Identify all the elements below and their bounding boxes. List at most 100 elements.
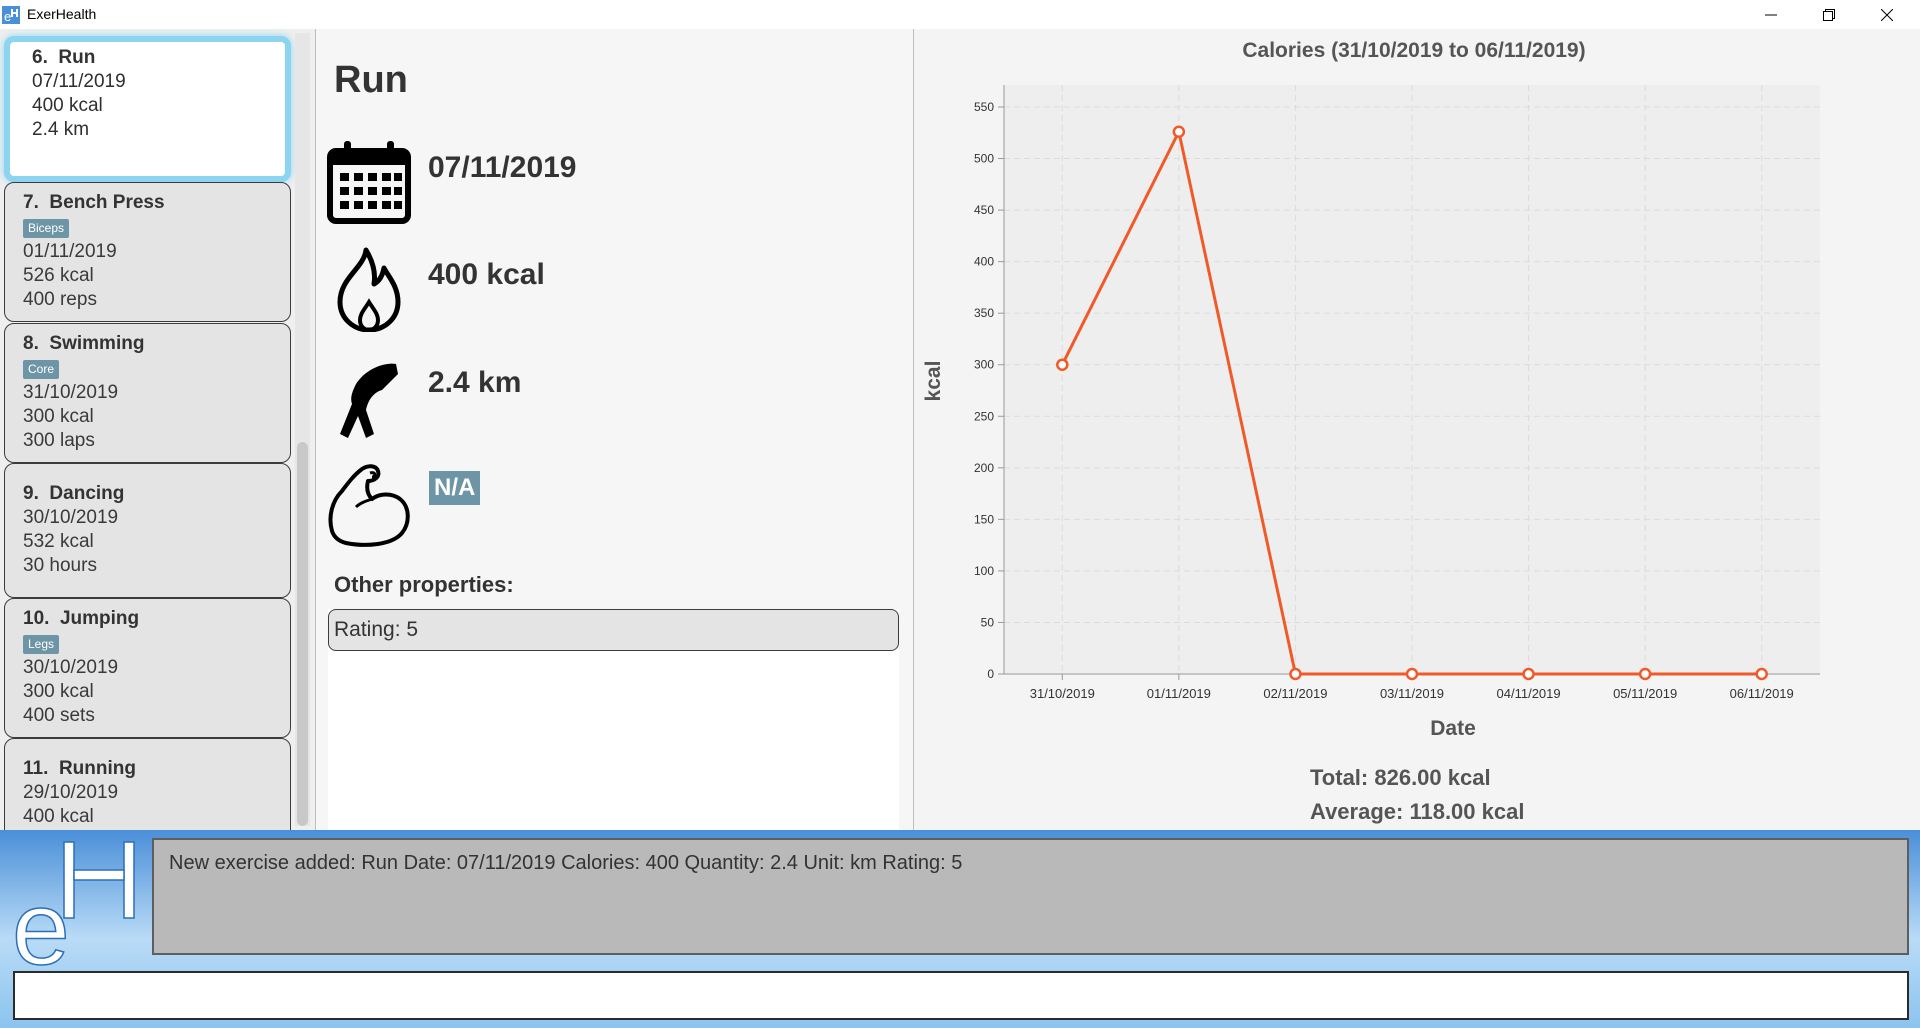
exercise-card-6[interactable]: 6. Run 07/11/2019 400 kcal 2.4 km bbox=[4, 36, 291, 182]
detail-date: 07/11/2019 bbox=[428, 151, 577, 184]
card-name: Swimming bbox=[49, 333, 145, 354]
minimize-icon bbox=[1765, 14, 1777, 15]
list-scrollbar-thumb[interactable] bbox=[297, 442, 308, 826]
x-tick-label: 03/11/2019 bbox=[1380, 686, 1444, 701]
svg-text:e: e bbox=[4, 9, 11, 24]
y-tick-label: 250 bbox=[974, 409, 994, 423]
y-tick-label: 100 bbox=[974, 564, 994, 578]
y-tick-label: 350 bbox=[974, 306, 994, 320]
y-tick-label: 450 bbox=[974, 203, 994, 217]
data-point bbox=[1172, 125, 1186, 138]
exercise-detail-panel: Run 07/11/2019 400 kcal 2.4 km N/A Other… bbox=[316, 29, 914, 861]
card-quantity: 30 hours bbox=[23, 555, 97, 576]
card-index: 7. bbox=[23, 192, 39, 213]
app-icon: e bbox=[2, 6, 20, 24]
other-properties-list[interactable]: Rating: 5 bbox=[328, 609, 899, 861]
exercise-card-10[interactable]: 10. Jumping Legs 30/10/2019 300 kcal 400… bbox=[4, 598, 291, 738]
close-button[interactable] bbox=[1858, 0, 1916, 29]
muscle-tag: N/A bbox=[429, 471, 481, 505]
exercise-card-8[interactable]: 8. Swimming Core 31/10/2019 300 kcal 300… bbox=[4, 323, 291, 463]
calendar-icon bbox=[327, 141, 411, 224]
card-name: Running bbox=[58, 758, 136, 779]
x-tick-label: 06/11/2019 bbox=[1730, 686, 1794, 701]
card-quantity: 300 laps bbox=[23, 430, 95, 451]
card-name: Dancing bbox=[49, 483, 125, 504]
y-axis-label: kcal bbox=[922, 361, 945, 402]
x-tick-label: 31/10/2019 bbox=[1030, 686, 1095, 701]
card-date: 31/10/2019 bbox=[23, 382, 119, 403]
calories-chart: Calories (31/10/2019 to 06/11/2019) 0 50 1… bbox=[922, 39, 1820, 740]
card-calories: 300 kcal bbox=[23, 406, 94, 427]
card-name: Jumping bbox=[59, 608, 140, 629]
y-tick-label: 200 bbox=[974, 461, 994, 475]
card-index: 11. bbox=[23, 758, 49, 779]
y-tick-label: 50 bbox=[981, 615, 995, 629]
exercise-card-7[interactable]: 7. Bench Press Biceps 01/11/2019 526 kca… bbox=[4, 182, 291, 322]
fire-icon bbox=[337, 247, 401, 332]
x-axis-label: Date bbox=[1430, 717, 1476, 740]
card-calories: 300 kcal bbox=[23, 681, 94, 702]
x-tick-label: 01/11/2019 bbox=[1147, 686, 1211, 701]
detail-quantity: 2.4 km bbox=[428, 366, 522, 399]
card-calories: 532 kcal bbox=[23, 531, 94, 552]
result-display: New exercise added: Run Date: 07/11/2019… bbox=[152, 838, 1909, 955]
total-calories: Total: 826.00 kcal bbox=[1310, 765, 1491, 790]
card-name: Bench Press bbox=[49, 192, 165, 213]
average-calories: Average: 118.00 kcal bbox=[1310, 799, 1525, 824]
card-name: Run bbox=[58, 47, 96, 68]
exercise-card-11[interactable]: 11. Running 29/10/2019 400 kcal bbox=[4, 738, 291, 830]
card-index: 9. bbox=[23, 483, 39, 504]
window-title: ExerHealth bbox=[27, 6, 97, 22]
exercise-figure-icon bbox=[340, 363, 398, 438]
muscle-tag: Legs bbox=[23, 635, 60, 654]
card-calories: 526 kcal bbox=[23, 265, 94, 286]
card-index: 8. bbox=[23, 333, 39, 354]
card-index: 6. bbox=[32, 47, 48, 68]
card-date: 30/10/2019 bbox=[23, 657, 119, 678]
muscle-tag: Core bbox=[23, 360, 60, 379]
data-point bbox=[1522, 667, 1535, 681]
card-calories: 400 kcal bbox=[23, 806, 94, 827]
command-input[interactable] bbox=[13, 971, 1909, 1020]
card-date: 30/10/2019 bbox=[23, 507, 119, 528]
card-calories: 400 kcal bbox=[32, 95, 103, 116]
x-tick-label: 05/11/2019 bbox=[1613, 686, 1677, 701]
x-tick-label: 04/11/2019 bbox=[1497, 686, 1561, 701]
card-date: 01/11/2019 bbox=[23, 241, 117, 262]
data-point bbox=[1056, 358, 1069, 371]
title-bar: e ExerHealth bbox=[0, 0, 1920, 29]
y-tick-label: 0 bbox=[987, 667, 994, 681]
other-properties-label: Other properties: bbox=[334, 572, 514, 597]
minimize-button[interactable] bbox=[1742, 0, 1800, 29]
card-quantity: 400 reps bbox=[23, 289, 97, 310]
data-point bbox=[1405, 667, 1419, 681]
y-tick-label: 500 bbox=[974, 152, 994, 166]
card-date: 07/11/2019 bbox=[32, 71, 126, 92]
x-tick-label: 02/11/2019 bbox=[1263, 686, 1327, 701]
exerhealth-logo: e bbox=[11, 841, 135, 970]
restore-button[interactable] bbox=[1800, 0, 1858, 29]
data-point bbox=[1755, 667, 1768, 681]
card-quantity: 400 sets bbox=[23, 705, 95, 726]
card-date: 29/10/2019 bbox=[23, 782, 119, 803]
bottom-bar: e New exercise added: Run Date: 07/11/20… bbox=[0, 830, 1920, 1028]
exercise-card-9[interactable]: 9. Dancing 30/10/2019 532 kcal 30 hours bbox=[4, 463, 291, 598]
y-tick-label: 400 bbox=[974, 255, 994, 269]
data-point bbox=[1289, 667, 1302, 681]
card-index: 10. bbox=[23, 608, 50, 629]
exercise-list[interactable]: 6. Run 07/11/2019 400 kcal 2.4 km 7. Ben… bbox=[0, 29, 316, 830]
data-point bbox=[1638, 667, 1652, 681]
restore-icon bbox=[1823, 8, 1835, 21]
y-tick-label: 550 bbox=[974, 100, 994, 114]
y-tick-label: 300 bbox=[974, 358, 994, 372]
chart-title: Calories (31/10/2019 to 06/11/2019) bbox=[1242, 39, 1585, 62]
close-icon bbox=[1881, 8, 1893, 21]
muscle-tag: Biceps bbox=[23, 219, 70, 238]
muscle-icon bbox=[328, 464, 410, 547]
svg-text:e: e bbox=[12, 871, 70, 970]
detail-exercise-name: Run bbox=[334, 59, 408, 101]
y-tick-label: 150 bbox=[974, 512, 994, 526]
detail-calories: 400 kcal bbox=[428, 258, 545, 291]
property-rating[interactable]: Rating: 5 bbox=[328, 609, 899, 651]
card-quantity: 2.4 km bbox=[32, 119, 90, 140]
